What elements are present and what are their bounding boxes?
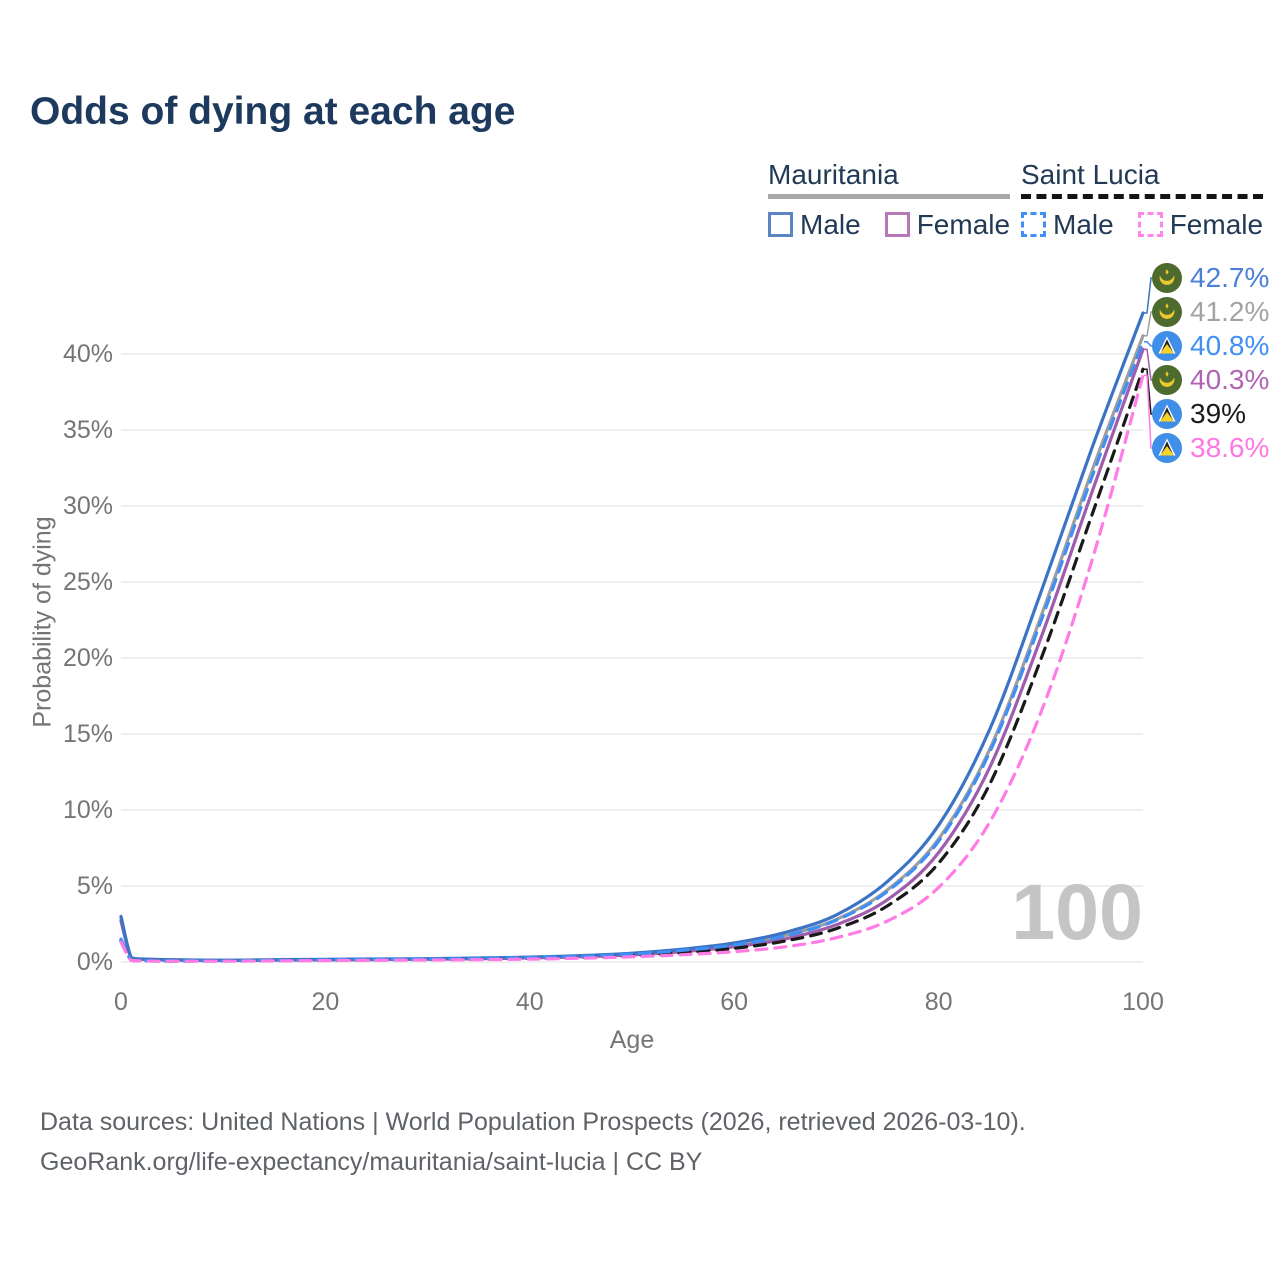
x-tick-label-0: 0	[114, 988, 128, 1016]
end-label-mauritania-male: 42.7%	[1152, 263, 1269, 293]
legend-header-mauritania[interactable]: Mauritania	[768, 159, 899, 190]
x-axis-title: Age	[609, 1026, 655, 1054]
series-line-mauritania-female[interactable]	[119, 347, 1145, 963]
legend-underline-solid	[768, 193, 1011, 199]
legend-item-label: Female	[916, 208, 1011, 240]
y-tick-label-5: 5%	[76, 872, 113, 900]
x-tick-label-100: 100	[1122, 988, 1164, 1016]
x-tick-label-20: 20	[311, 988, 340, 1016]
page-title: Odds of dying at each age	[30, 90, 516, 133]
series-line-saint-lucia-female[interactable]	[119, 373, 1145, 963]
series-line-saint-lucia-both[interactable]	[119, 367, 1145, 963]
end-label-value: 40.8%	[1190, 330, 1270, 361]
legend-header-saint-lucia[interactable]: Saint Lucia	[1021, 159, 1160, 190]
legend-swatch-dashed-pink	[1137, 212, 1163, 238]
age-watermark: 100	[1011, 867, 1143, 956]
series-line-saint-lucia-male[interactable]	[119, 340, 1145, 963]
legend-item-mauritania-male[interactable]: Male	[768, 209, 861, 241]
legend-row: Male Female	[768, 209, 1010, 241]
legend-swatch-solid-blue	[768, 212, 793, 238]
y-tick-label-0: 0%	[76, 948, 113, 976]
saint-lucia-flag-icon	[1152, 331, 1182, 361]
legend-group-saint-lucia: Saint Lucia Male Female	[1021, 159, 1264, 241]
x-tick-label-40: 40	[515, 988, 544, 1016]
saint-lucia-flag-icon	[1152, 399, 1182, 429]
legend-item-label: Male	[1053, 208, 1114, 240]
series-line-mauritania-male[interactable]	[119, 311, 1145, 962]
end-label-value: 38.6%	[1190, 432, 1270, 463]
y-tick-label-20: 20%	[62, 644, 113, 672]
end-label-saint-lucia-both: 39%	[1152, 399, 1246, 429]
mauritania-flag-icon	[1152, 365, 1182, 395]
footer-attribution: GeoRank.org/life-expectancy/mauritania/s…	[40, 1148, 703, 1176]
y-tick-label-40: 40%	[62, 340, 113, 368]
legend-row: Male Female	[1021, 209, 1263, 241]
end-label-saint-lucia-female: 38.6%	[1152, 433, 1269, 463]
y-tick-label-25: 25%	[62, 568, 113, 596]
legend-item-saint-lucia-male[interactable]: Male	[1021, 209, 1114, 241]
end-label-value: 42.7%	[1190, 262, 1270, 293]
legend-item-mauritania-female[interactable]: Female	[884, 208, 1011, 241]
y-tick-label-35: 35%	[62, 416, 113, 444]
saint-lucia-flag-icon	[1152, 433, 1182, 463]
y-axis-title: Probability of dying	[28, 516, 57, 728]
legend-swatch-dashed-blue	[1021, 212, 1046, 238]
y-tick-label-30: 30%	[62, 492, 113, 520]
mauritania-flag-icon	[1152, 297, 1182, 327]
legend-group-mauritania: Mauritania Male Female	[768, 159, 1011, 241]
mauritania-flag-icon	[1152, 263, 1182, 293]
end-label-value: 39%	[1190, 398, 1247, 429]
end-label-value: 41.2%	[1190, 296, 1270, 327]
end-label-mauritania-female: 40.3%	[1152, 365, 1269, 395]
end-label-saint-lucia-male: 40.8%	[1152, 331, 1269, 361]
x-tick-label-60: 60	[720, 988, 749, 1016]
legend-item-saint-lucia-female[interactable]: Female	[1137, 208, 1264, 241]
end-label-value: 40.3%	[1190, 364, 1270, 395]
footer-data-sources: Data sources: United Nations | World Pop…	[40, 1108, 1026, 1136]
legend-underline-dashed	[1021, 193, 1264, 199]
legend-swatch-solid-purple	[884, 212, 910, 238]
y-tick-label-15: 15%	[62, 720, 113, 748]
legend-item-label: Female	[1169, 208, 1264, 240]
end-label-mauritania-both: 41.2%	[1152, 297, 1269, 327]
x-tick-label-80: 80	[924, 988, 953, 1016]
legend-item-label: Male	[800, 208, 861, 240]
y-tick-label-10: 10%	[62, 796, 113, 824]
